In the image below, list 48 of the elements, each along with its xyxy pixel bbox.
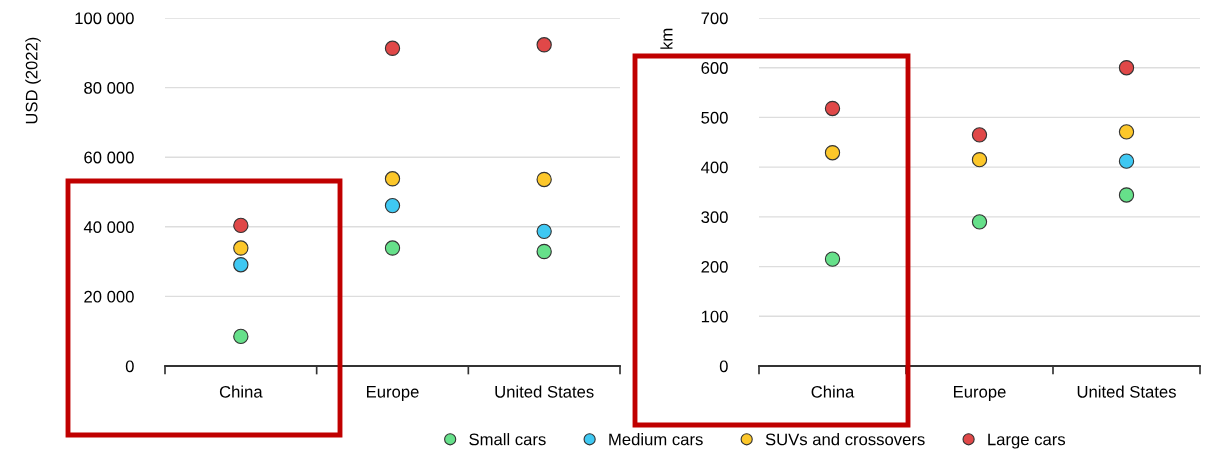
- point: [971, 214, 988, 230]
- y-tick-label: 500: [701, 111, 728, 124]
- point: [233, 328, 249, 345]
- y-tick-label: 100 000: [75, 12, 134, 25]
- point: [1118, 187, 1135, 203]
- point: [971, 127, 988, 143]
- point: [536, 243, 552, 260]
- x-tick-label: China: [811, 385, 855, 398]
- y-tick-label: 80 000: [84, 82, 134, 94]
- point: [233, 240, 249, 256]
- y-axis-title: USD (2022): [25, 37, 41, 124]
- x-tick-label: Europe: [954, 386, 1006, 401]
- y-tick-label: 40 000: [83, 221, 134, 233]
- point: [1118, 153, 1135, 169]
- point: [384, 197, 401, 214]
- point: [824, 145, 841, 161]
- y-tick-label: 600: [701, 62, 728, 74]
- x-tick-label: Europe: [367, 386, 419, 401]
- point: [824, 251, 841, 267]
- y-tick-label: 400: [701, 161, 728, 174]
- y-tick-label: 0: [719, 360, 728, 373]
- point: [536, 171, 552, 188]
- y-axis-title: km: [660, 28, 673, 49]
- y-tick-label: 300: [701, 211, 728, 224]
- legend-label: Large cars: [988, 433, 1066, 449]
- x-tick-label: United States: [495, 385, 594, 398]
- point: [233, 217, 249, 234]
- point: [1118, 60, 1135, 76]
- point: [536, 37, 552, 53]
- y-tick-label: 60 000: [84, 151, 134, 164]
- x-tick-label: United States: [1077, 385, 1176, 398]
- point: [384, 40, 401, 56]
- y-tick-label: 200: [701, 260, 728, 273]
- point: [971, 152, 988, 168]
- y-tick-label: 100: [701, 310, 728, 323]
- point: [536, 223, 552, 239]
- y-tick-label: 20 000: [84, 290, 134, 303]
- point: [384, 171, 401, 187]
- point: [824, 100, 841, 117]
- point: [1118, 124, 1135, 140]
- legend-label: Medium cars: [609, 433, 703, 446]
- legend-label: SUVs and crossovers: [765, 433, 925, 446]
- legend-label: Small cars: [469, 433, 546, 446]
- x-tick-label: China: [219, 385, 263, 398]
- point: [384, 240, 401, 256]
- point: [233, 257, 249, 273]
- y-tick-label: 0: [125, 360, 134, 373]
- y-tick-label: 700: [701, 12, 728, 25]
